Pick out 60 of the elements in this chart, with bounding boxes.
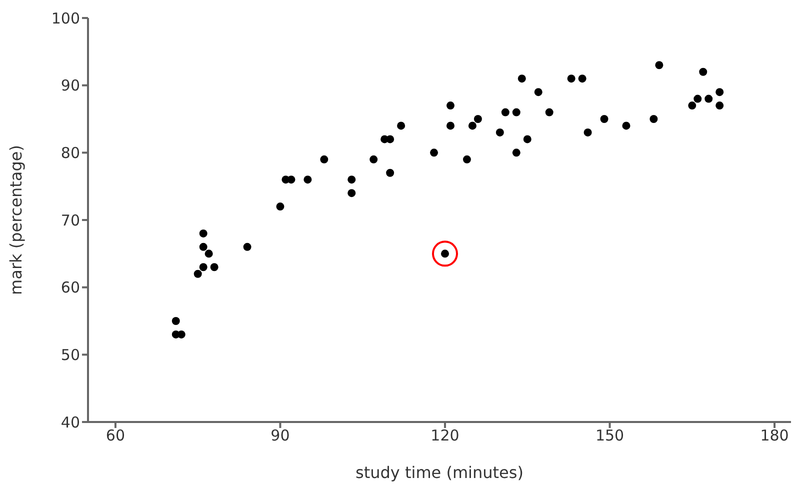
point <box>210 263 218 272</box>
point <box>704 94 713 103</box>
point <box>432 240 458 267</box>
point <box>545 108 554 116</box>
point <box>276 202 284 211</box>
x-tick-label: 120 <box>430 426 460 445</box>
point <box>512 108 520 116</box>
point <box>348 189 356 198</box>
x-tick-label: 180 <box>760 426 789 445</box>
point <box>534 88 542 96</box>
point <box>172 317 180 325</box>
point <box>320 155 328 164</box>
point <box>474 115 482 123</box>
y-axis-title: mark (percentage) <box>6 145 26 295</box>
point <box>446 102 454 110</box>
y-tick-label: 80 <box>60 144 80 162</box>
point <box>578 74 586 83</box>
y-tick-label: 100 <box>51 9 80 28</box>
point <box>204 250 213 258</box>
point <box>304 176 312 184</box>
point <box>600 115 608 123</box>
point <box>496 128 504 136</box>
y-tick-label: 70 <box>60 211 80 230</box>
point <box>688 102 696 110</box>
point <box>699 68 708 76</box>
x-tick-label: 150 <box>595 426 624 445</box>
y-tick-label: 40 <box>60 413 80 432</box>
point <box>518 74 526 83</box>
y-tick-label: 50 <box>60 346 80 364</box>
y-tick-label: 60 <box>60 278 80 297</box>
point <box>430 148 438 157</box>
point <box>694 94 702 103</box>
point <box>650 115 658 123</box>
point <box>386 135 394 144</box>
point <box>397 122 406 130</box>
point <box>446 122 454 130</box>
point <box>501 108 510 116</box>
point <box>584 128 592 136</box>
point <box>716 88 724 96</box>
point <box>567 74 576 83</box>
point <box>194 270 202 278</box>
point <box>287 176 296 184</box>
y-tick-label: 90 <box>60 76 80 95</box>
point <box>716 102 724 110</box>
x-axis-title: study time (minutes) <box>356 463 524 482</box>
point <box>462 155 471 164</box>
point <box>523 135 532 144</box>
point <box>199 229 208 238</box>
point <box>199 242 208 251</box>
point <box>199 263 208 272</box>
point <box>386 168 394 177</box>
point <box>348 176 356 184</box>
point <box>655 61 664 70</box>
point <box>512 148 520 157</box>
point <box>622 122 630 130</box>
point <box>468 122 476 130</box>
point <box>370 155 378 164</box>
point <box>243 242 252 251</box>
x-tick-label: 90 <box>270 426 290 445</box>
x-tick-label: 60 <box>106 426 126 445</box>
